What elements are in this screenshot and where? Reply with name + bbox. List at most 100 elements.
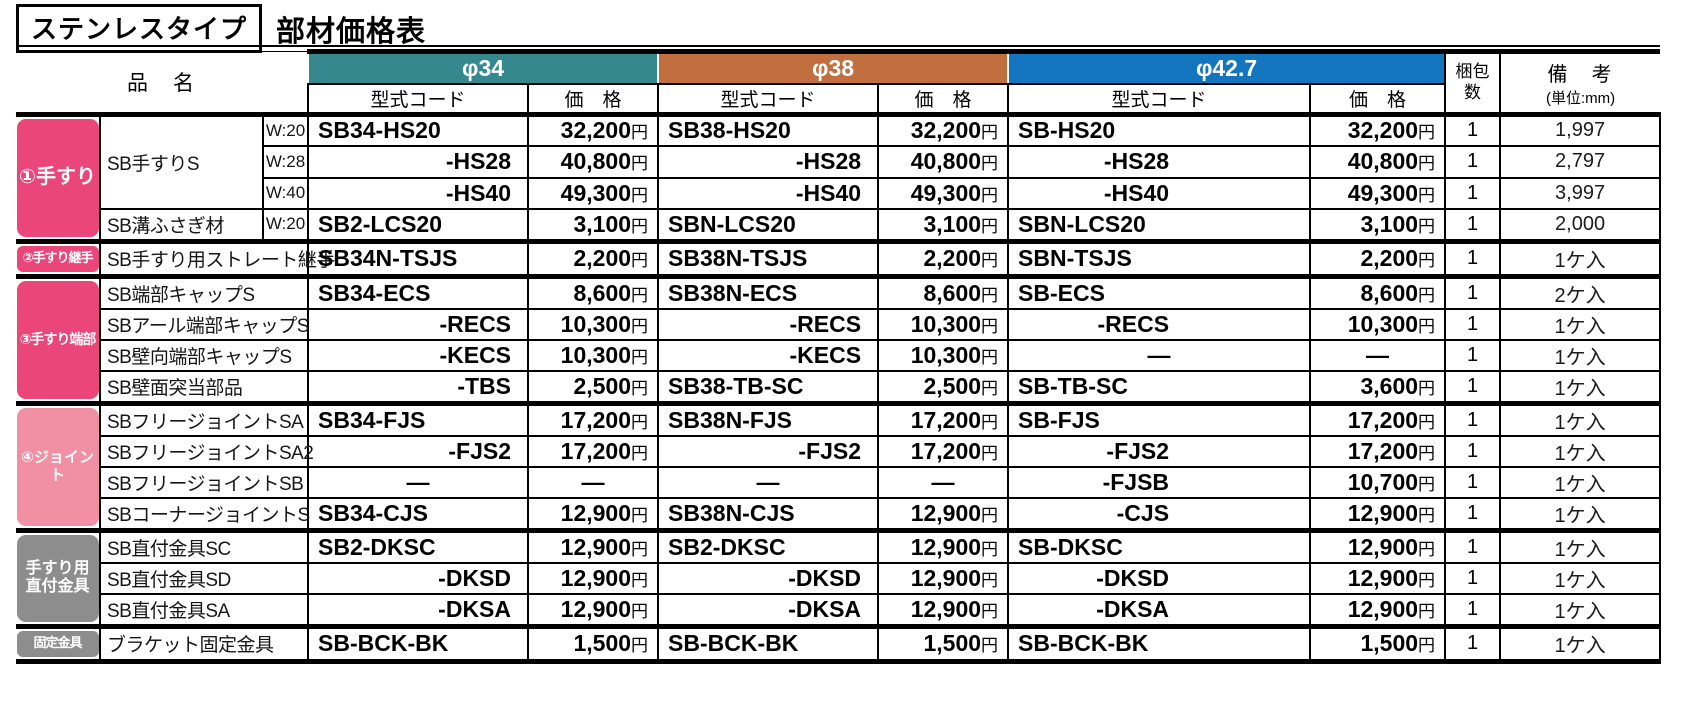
remark: 1ケ入 [1499, 496, 1662, 531]
table-row: SB溝ふさぎ材 W:20 SB2-LCS20 3,100円 SBN-LCS20 … [16, 208, 1662, 242]
remark: 1ケ入 [1499, 561, 1662, 595]
group-badge-fixing: 固定金具 [16, 630, 99, 657]
price-phi34: — [527, 465, 660, 499]
header-phi42: φ42.7 [1007, 49, 1447, 85]
price-phi38: 10,300円 [877, 338, 1010, 372]
price-phi38: 12,900円 [877, 592, 1010, 627]
code-phi38: SBN-LCS20 [657, 208, 880, 242]
price-phi42: 17,200円 [1309, 434, 1447, 468]
size-label: W:40 [261, 176, 310, 211]
group-badge-handrail: ①手すり [16, 118, 99, 237]
price-phi34: 10,300円 [527, 338, 660, 372]
code-phi34: -RECS [307, 307, 530, 341]
remark: 2ケ入 [1499, 273, 1662, 310]
header-code-phi42: 型式コード [1007, 82, 1312, 115]
product-name: SB端部キャップS [98, 273, 310, 310]
code-phi42: SB-TB-SC [1007, 369, 1312, 404]
table-row: SBアール端部キャップS -RECS 10,300円 -RECS 10,300円… [16, 307, 1662, 341]
code-phi38: SB38N-CJS [657, 496, 880, 531]
product-name: SB手すりS [99, 111, 264, 211]
header-price-phi38: 価 格 [877, 82, 1010, 115]
price-phi34: 2,200円 [527, 238, 660, 277]
group-badge-joint: ④ジョイント [16, 407, 99, 526]
code-phi38: SB38-HS20 [657, 111, 880, 147]
product-name: SB直付金具SD [98, 561, 310, 595]
group-label-cell: ④ジョイント [16, 400, 100, 530]
price-phi42: 12,900円 [1309, 496, 1447, 531]
table-row: W:40 -HS40 49,300円 -HS40 49,300円 -HS40 4… [16, 176, 1662, 211]
price-phi38: 12,900円 [877, 496, 1010, 531]
product-name: SB壁面突当部品 [98, 369, 310, 404]
price-phi42: 2,200円 [1309, 238, 1447, 277]
code-phi34: SB2-LCS20 [307, 208, 530, 242]
price-phi38: 17,200円 [877, 434, 1010, 468]
code-phi42: SB-HS20 [1007, 111, 1312, 147]
table-row: SBフリージョイントSB — — — — -FJSB 10,700円 1 1ケ入 [16, 465, 1662, 499]
product-name: SBアール端部キャップS [98, 307, 309, 341]
remark: 1ケ入 [1499, 592, 1662, 627]
product-name: SB壁向端部キャップS [98, 338, 310, 372]
header-remarks-unit: (単位:mm) [1545, 89, 1616, 107]
remark: 3,997 [1499, 176, 1662, 211]
pack-count: 1 [1444, 176, 1502, 211]
size-label: W:28 [261, 144, 310, 179]
price-phi38: 17,200円 [877, 400, 1010, 437]
remark: 1ケ入 [1499, 434, 1662, 468]
code-phi34: SB34N-TSJS [307, 238, 530, 277]
table-row: 手すり用 直付金具 SB直付金具SC SB2-DKSC 12,900円 SB2-… [16, 527, 1662, 626]
code-phi42: SB-FJS [1007, 400, 1312, 437]
code-phi38: SB38-TB-SC [657, 369, 880, 404]
product-name: SBコーナージョイントS [98, 496, 310, 531]
yen-suffix: 円 [981, 123, 999, 143]
product-name: SB直付金具SA [98, 592, 310, 627]
pack-count: 1 [1444, 338, 1502, 372]
code-phi42: -FJS2 [1007, 434, 1312, 468]
price-phi38: 10,300円 [877, 307, 1010, 341]
code-phi38: SB38N-TSJS [657, 238, 880, 277]
parts-price-table: 品 名 φ34 φ38 φ42.7 梱包 数 備 考 (単位:mm) 型式コード… [16, 49, 1662, 664]
code-phi38: -FJS2 [657, 434, 880, 468]
code-phi42: SB-ECS [1007, 273, 1312, 310]
table-row: SB直付金具SA -DKSA 12,900円 -DKSA 12,900円 -DK… [16, 592, 1662, 627]
price-phi38: 12,900円 [877, 561, 1010, 595]
group-label-cell: ③手すり端部 [16, 273, 100, 403]
price-phi38: 2,500円 [877, 369, 1010, 404]
code-phi38: SB38N-ECS [657, 273, 880, 310]
table-row: SB壁向端部キャップS -KECS 10,300円 -KECS 10,300円 … [16, 338, 1662, 372]
pack-count: 1 [1444, 400, 1502, 437]
code-phi34: -HS28 [307, 144, 530, 179]
price-phi34: 12,900円 [527, 592, 660, 627]
title-rule [16, 45, 1660, 47]
code-phi42: SB-DKSC [1007, 527, 1312, 564]
product-name: SBフリージョイントSA2 [98, 434, 314, 468]
price-phi42: — [1309, 338, 1447, 372]
price-phi42: 8,600円 [1309, 273, 1447, 310]
code-phi38: SB2-DKSC [657, 527, 880, 564]
code-phi34: — [307, 465, 530, 499]
group-badge-handrail-end: ③手すり端部 [16, 280, 99, 399]
header-row-sub: 型式コード 価 格 型式コード 価 格 型式コード 価 格 [16, 82, 1660, 115]
pack-count: 1 [1444, 273, 1502, 310]
price-phi42: 17,200円 [1309, 400, 1447, 437]
code-phi42: SB-BCK-BK [1007, 623, 1312, 662]
header-phi34: φ34 [307, 49, 660, 85]
header-price-phi34: 価 格 [527, 82, 660, 115]
code-phi34: SB34-CJS [307, 496, 530, 531]
price-phi34: 1,500円 [527, 623, 660, 662]
remark: 1ケ入 [1499, 623, 1662, 662]
price-phi38: 40,800円 [877, 144, 1010, 179]
code-phi38: SB-BCK-BK [657, 623, 880, 662]
code-phi42: -HS40 [1007, 176, 1312, 211]
code-phi38: -RECS [657, 307, 880, 341]
code-phi34: -DKSD [307, 561, 530, 595]
price-phi42: 3,600円 [1309, 369, 1447, 404]
table-row: ②手すり継手 SB手すり用ストレート継手 SB34N-TSJS 2,200円 S… [16, 238, 1662, 277]
code-phi42: -HS28 [1007, 144, 1312, 179]
price-phi38: 1,500円 [877, 623, 1010, 662]
table-row: W:28 -HS28 40,800円 -HS28 40,800円 -HS28 4… [16, 144, 1662, 179]
price-phi34: 12,900円 [527, 527, 660, 564]
group-badge-handrail-joint: ②手すり継手 [16, 245, 99, 272]
pack-count: 1 [1444, 496, 1502, 531]
header-price-phi42: 価 格 [1309, 82, 1447, 115]
pack-count: 1 [1444, 307, 1502, 341]
